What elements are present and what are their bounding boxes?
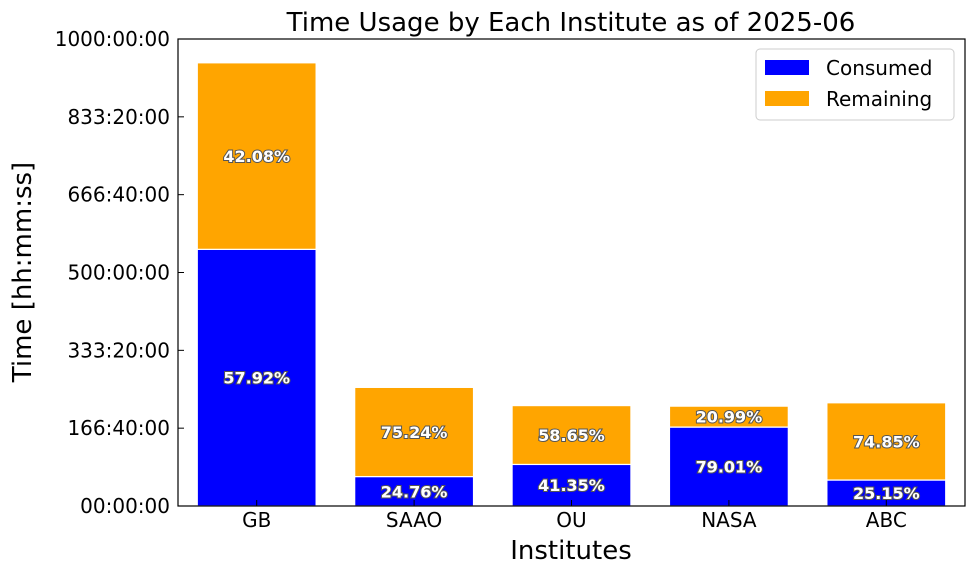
bar-remaining-ou	[511, 404, 632, 466]
percent-label-consumed-abc: 25.15%	[853, 484, 920, 503]
bar-remaining-gb	[196, 62, 317, 250]
y-axis-ticks: 00:00:00 166:40:00 333:20:00 500:00:00 666:4…	[55, 27, 184, 518]
bar-remaining-nasa	[668, 405, 789, 428]
legend-swatch-remaining	[765, 91, 809, 106]
percent-label-consumed-gb: 57.92%	[223, 369, 290, 388]
percent-labels-group: 57.92% 42.08% 24.76% 75.24% 41.35% 58.65% 79.0…	[222, 146, 920, 504]
x-axis-label: Institutes	[510, 536, 632, 566]
y-tick-label: 166:40:00	[67, 416, 170, 440]
x-axis-ticks: GB SAAO OU NASA ABC	[242, 500, 907, 532]
bar-remaining-abc	[826, 402, 947, 481]
bar-consumed-gb	[196, 248, 317, 507]
x-tick-label-gb: GB	[242, 508, 271, 532]
percent-label-consumed-ou: 41.35%	[538, 476, 605, 495]
legend-label-remaining: Remaining	[826, 87, 932, 111]
bar-remaining-saao	[354, 386, 475, 478]
legend-swatch-consumed	[765, 60, 809, 75]
percent-label-consumed-nasa: 79.01%	[696, 458, 763, 477]
chart-title: Time Usage by Each Institute as of 2025-…	[286, 8, 856, 38]
legend: Consumed Remaining	[755, 48, 955, 121]
legend-label-consumed: Consumed	[826, 56, 932, 80]
x-tick-label-ou: OU	[556, 508, 586, 532]
bars-group	[196, 62, 947, 507]
y-tick-label: 1000:00:00	[55, 27, 170, 51]
percent-label-remaining-gb: 42.08%	[223, 147, 290, 166]
percent-label-remaining-nasa: 20.99%	[696, 408, 763, 427]
percent-label-remaining-saao: 75.24%	[381, 423, 448, 442]
percent-label-remaining-ou: 58.65%	[538, 426, 605, 445]
x-tick-label-saao: SAAO	[386, 508, 442, 532]
y-tick-label: 666:40:00	[67, 183, 170, 207]
y-tick-label: 333:20:00	[67, 338, 170, 362]
percent-label-consumed-saao: 24.76%	[381, 482, 448, 501]
y-axis-label: Time [hh:mm:ss]	[8, 162, 38, 383]
x-tick-label-nasa: NASA	[701, 508, 757, 532]
y-tick-label: 833:20:00	[67, 105, 170, 129]
y-tick-label: 500:00:00	[67, 261, 170, 285]
y-tick-label: 00:00:00	[80, 494, 170, 518]
x-tick-label-abc: ABC	[866, 508, 907, 532]
percent-label-remaining-abc: 74.85%	[853, 432, 920, 451]
